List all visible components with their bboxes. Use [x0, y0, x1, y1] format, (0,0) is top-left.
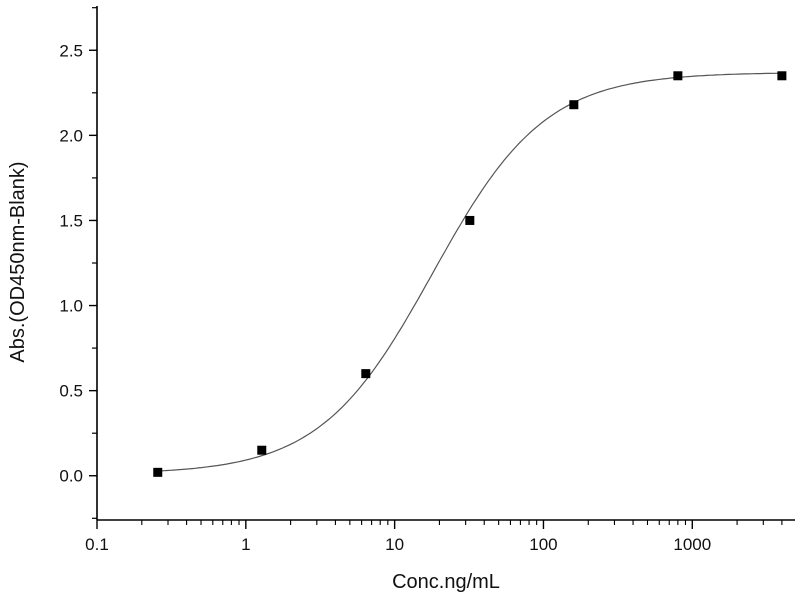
- data-point: [465, 215, 475, 225]
- data-point: [569, 100, 579, 110]
- axes: 0.0 0.5 1.0 1.5 2.0 2.5 0.1 1 10 100 1000: [59, 6, 795, 554]
- x-tick-label: 0.1: [85, 535, 109, 554]
- x-tick-label: 100: [529, 535, 557, 554]
- y-tick-label: 0.5: [59, 382, 83, 401]
- fit-curve: [157, 72, 782, 472]
- data-point: [257, 445, 267, 455]
- x-tick-label: 1000: [673, 535, 711, 554]
- data-points: [153, 71, 787, 477]
- y-tick-label: 0.0: [59, 467, 83, 486]
- y-tick-label: 2.0: [59, 126, 83, 145]
- y-tick-label: 1.0: [59, 297, 83, 316]
- data-point: [361, 369, 371, 379]
- y-tick-label: 1.5: [59, 211, 83, 230]
- x-axis-label: Conc.ng/mL: [392, 571, 500, 593]
- y-tick-label: 2.5: [59, 41, 83, 60]
- x-tick-label: 10: [385, 535, 404, 554]
- data-point: [153, 467, 163, 477]
- data-point: [673, 71, 683, 81]
- x-tick-label: 1: [241, 535, 250, 554]
- data-point: [777, 71, 787, 81]
- y-axis-label: Abs.(OD450nm-Blank): [7, 161, 29, 362]
